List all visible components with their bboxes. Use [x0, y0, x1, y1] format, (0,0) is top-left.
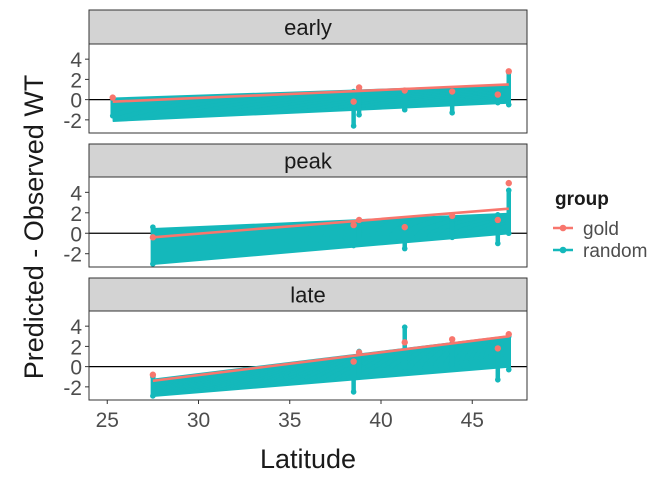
random-point	[449, 109, 455, 116]
random-point	[495, 212, 501, 218]
y-tick-label: 2	[70, 69, 82, 92]
gold-point	[448, 212, 456, 220]
y-tick-label: 0	[70, 90, 82, 113]
gold-point	[149, 371, 157, 378]
facet-strip-label: peak	[284, 149, 333, 174]
y-axis-title: Predicted - Observed WT	[19, 75, 49, 380]
random-point	[356, 111, 362, 118]
legend-key-point	[559, 224, 567, 232]
plot-marks	[89, 324, 527, 399]
random-point	[150, 393, 156, 399]
random-point	[401, 324, 408, 330]
gold-fit-line	[152, 207, 509, 239]
random-point	[505, 187, 512, 194]
legend-label: gold	[583, 219, 619, 240]
random-point	[449, 234, 455, 241]
facet-strip-label: early	[284, 15, 332, 40]
random-point	[350, 123, 357, 129]
gold-point	[401, 223, 408, 231]
random-point	[401, 368, 408, 375]
y-tick-label: 0	[70, 357, 82, 380]
facet-strip-bg	[88, 9, 528, 45]
gold-point	[355, 84, 363, 91]
y-tick-label: -2	[63, 110, 82, 133]
gold-fit-line	[152, 334, 509, 383]
x-tick-label: 30	[187, 409, 210, 432]
random-point	[401, 245, 408, 252]
random-point	[350, 242, 357, 249]
legend-entry-random: random	[553, 241, 647, 262]
gold-point	[448, 88, 456, 95]
gold-point	[505, 331, 512, 338]
random-point	[350, 389, 357, 395]
random-point	[150, 224, 156, 230]
legend-key-point	[559, 246, 567, 254]
random-fit-line	[152, 232, 509, 266]
random-point	[109, 113, 116, 119]
random-point	[495, 376, 501, 383]
y-tick-label: 4	[70, 316, 82, 339]
random-point	[495, 240, 501, 247]
x-axis-title: Latitude	[260, 444, 356, 474]
panel-border	[88, 310, 528, 401]
gold-point	[494, 91, 501, 98]
legend-title: group	[555, 189, 609, 210]
random-point	[449, 365, 455, 372]
panel-border	[88, 43, 528, 134]
gold-fit-line	[112, 83, 509, 103]
gold-point	[494, 216, 501, 224]
gold-point	[355, 216, 363, 224]
random-point	[505, 101, 512, 108]
x-tick-label: 25	[96, 409, 119, 432]
x-tick-label: 40	[369, 409, 392, 432]
facet-strip-bg	[88, 277, 528, 312]
legend-entry-gold: gold	[553, 219, 619, 240]
random-point	[401, 106, 408, 113]
panel-border	[88, 176, 528, 268]
random-point	[356, 371, 362, 378]
x-tick-label: 45	[461, 409, 484, 432]
random-point	[495, 99, 501, 106]
facet-strip-label: late	[290, 283, 325, 308]
random-point	[505, 230, 512, 237]
y-tick-label: 4	[70, 182, 82, 205]
random-point	[495, 85, 501, 92]
plot-marks	[89, 68, 527, 129]
legend-label: random	[583, 241, 647, 262]
gold-point	[494, 345, 501, 352]
gold-point	[149, 234, 157, 241]
gold-point	[505, 179, 512, 187]
y-tick-label: 0	[70, 223, 82, 246]
gold-point	[350, 221, 357, 229]
gold-point	[355, 349, 363, 356]
gold-point	[448, 336, 456, 343]
y-tick-label: -2	[63, 244, 82, 267]
y-tick-label: -2	[63, 377, 82, 400]
gold-point	[109, 94, 116, 101]
gold-point	[350, 98, 357, 105]
gold-point	[350, 358, 357, 365]
random-point	[356, 235, 362, 242]
gold-point	[401, 339, 408, 346]
x-tick-label: 35	[278, 409, 301, 432]
gold-point	[401, 87, 408, 94]
plot-marks	[89, 179, 527, 267]
y-tick-label: 2	[70, 203, 82, 226]
y-tick-label: 2	[70, 336, 82, 359]
random-point	[150, 261, 156, 267]
y-tick-label: 4	[70, 49, 82, 72]
gold-point	[505, 68, 512, 75]
random-point	[505, 366, 512, 373]
